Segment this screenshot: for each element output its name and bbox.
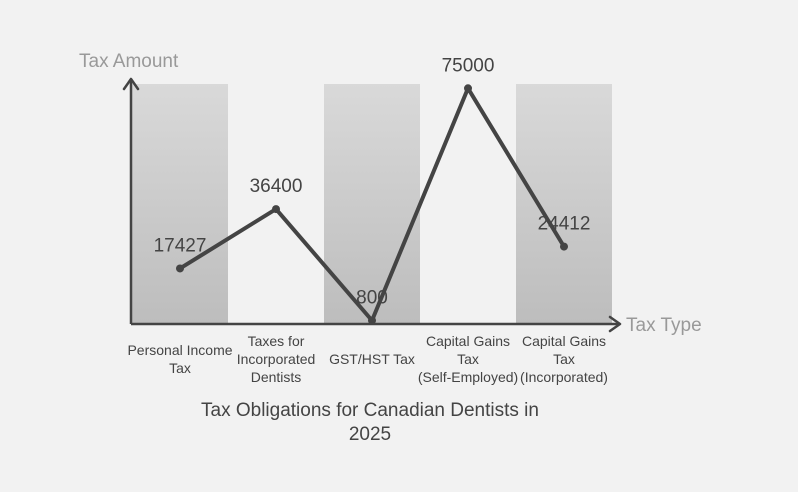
- x-tick-label: Taxes for Incorporated Dentists: [237, 333, 316, 385]
- data-label: 24412: [538, 214, 591, 235]
- data-label: 17427: [154, 235, 207, 256]
- data-point: [560, 242, 568, 251]
- data-point: [368, 316, 376, 325]
- x-tick-label: Capital Gains Tax (Self-Employed): [418, 333, 518, 385]
- data-label: 75000: [442, 55, 495, 76]
- axes: [122, 77, 622, 333]
- chart-title: Tax Obligations for Canadian Dentists in…: [201, 400, 539, 445]
- y-axis-title: Tax Amount: [79, 51, 179, 72]
- data-point: [176, 264, 184, 273]
- category-band: [132, 84, 228, 323]
- category-band: [516, 84, 612, 323]
- data-label: 800: [356, 287, 388, 308]
- x-tick-label: GST/HST Tax: [329, 351, 415, 367]
- y-axis-arrow-icon: [122, 77, 140, 91]
- data-label: 36400: [250, 176, 303, 197]
- series-line: 17427 36400 800 75000 24412: [154, 55, 591, 325]
- x-axis-title: Tax Type: [626, 315, 702, 336]
- data-point: [272, 205, 280, 214]
- x-tick-label: Capital Gains Tax (Incorporated): [520, 333, 608, 385]
- x-tick-label: Personal Income Tax: [127, 342, 232, 376]
- x-axis-arrow-icon: [608, 315, 622, 333]
- data-point: [464, 84, 472, 93]
- category-bands: [132, 84, 612, 323]
